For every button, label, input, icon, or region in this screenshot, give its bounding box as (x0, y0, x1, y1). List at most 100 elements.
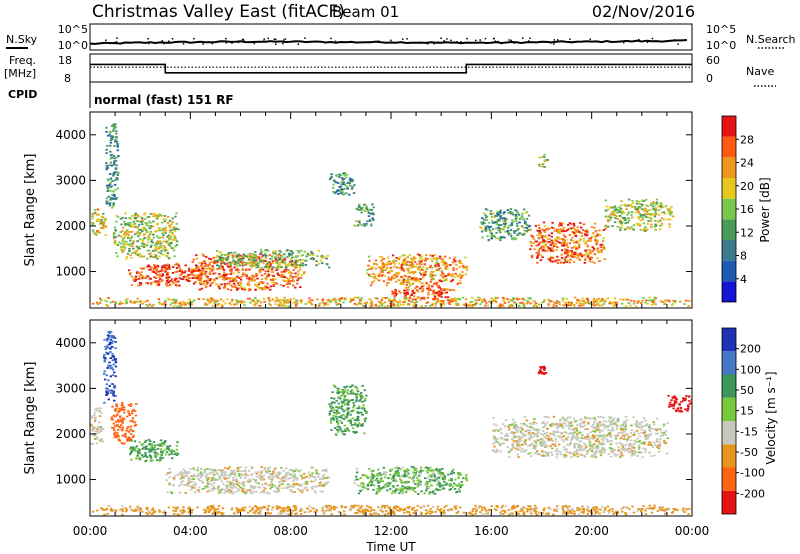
power-cell (670, 206, 673, 208)
power-cell (394, 294, 397, 297)
velocity-cell (104, 348, 107, 351)
velocity-cell (159, 439, 163, 442)
power-cell (552, 303, 556, 306)
velocity-cell (205, 473, 209, 476)
power-cell (365, 223, 368, 225)
power-cell (510, 222, 514, 224)
power-cell (443, 255, 447, 258)
power-cell (193, 269, 196, 272)
power-cell (174, 228, 177, 230)
power-cell (131, 226, 135, 228)
power-cell (650, 299, 653, 302)
velocity-cell (187, 482, 190, 485)
power-cell (289, 274, 292, 277)
power-cell (355, 304, 359, 306)
power-cell (156, 257, 159, 260)
power-cell (162, 230, 166, 233)
power-cell (113, 157, 116, 160)
power-cell (379, 301, 382, 304)
power-cell (419, 263, 422, 265)
power-cell (176, 270, 179, 273)
power-cell (187, 274, 190, 276)
power-cell (618, 215, 621, 217)
power-cell (334, 300, 337, 303)
velocity-cell (291, 474, 294, 477)
power-cell (231, 254, 234, 257)
velocity-cell (377, 481, 380, 484)
power-cell (596, 298, 599, 301)
power-cell (611, 302, 614, 305)
power-cell (138, 256, 141, 258)
velocity-cell (453, 482, 456, 485)
power-cell (108, 130, 112, 133)
power-cell (499, 305, 502, 308)
power-cell (595, 249, 599, 252)
velocity-cell (240, 473, 244, 476)
velocity-cell (279, 478, 282, 481)
power-cell (437, 263, 440, 265)
power-cell (190, 268, 194, 271)
power-cell (369, 298, 373, 301)
beam-label: Beam 01 (332, 3, 399, 21)
power-cell (151, 250, 155, 252)
power-cell (227, 266, 231, 269)
power-cell (408, 261, 411, 263)
velocity-cell (165, 451, 169, 453)
velocity-cell (323, 477, 326, 479)
power-cell (262, 254, 265, 257)
power-cell (411, 291, 415, 293)
power-cell (542, 221, 546, 224)
power-cell (136, 272, 139, 274)
power-cell (340, 297, 343, 299)
power-cell (648, 209, 652, 211)
power-cell (353, 303, 357, 305)
power-cell (608, 302, 611, 305)
noise-search-point (556, 40, 559, 43)
power-cell (168, 265, 171, 268)
power-cell (95, 301, 99, 304)
power-cell (296, 249, 299, 252)
power-cell (592, 299, 596, 302)
velocity-cell (112, 427, 115, 429)
velocity-cell (124, 435, 127, 438)
power-cell (635, 200, 639, 202)
velocity-cell (133, 424, 137, 427)
power-cell (543, 240, 546, 242)
power-cell (615, 302, 618, 305)
velocity-cell (93, 434, 96, 437)
power-cell (399, 283, 402, 285)
power-cell (166, 263, 169, 266)
power-cell (599, 300, 602, 303)
power-cell (206, 275, 209, 278)
power-cell (229, 289, 233, 291)
power-cell (166, 255, 169, 258)
power-cell (651, 299, 655, 302)
power-cell (510, 224, 514, 226)
power-cell (393, 297, 396, 300)
power-cell (679, 300, 682, 303)
power-cell (230, 271, 233, 273)
velocity-cell (96, 425, 100, 428)
power-cell (220, 267, 223, 270)
power-cell (602, 247, 605, 250)
velocity-cell (176, 473, 180, 476)
power-cell (158, 275, 162, 278)
velocity-cell (458, 490, 461, 493)
power-cell (432, 278, 435, 281)
power-cell (229, 265, 232, 268)
power-cell (245, 275, 248, 277)
power-cell (546, 249, 549, 252)
power-cell (584, 258, 587, 261)
power-cell (499, 215, 502, 218)
power-cell (559, 261, 563, 264)
power-cell (495, 215, 499, 218)
power-cell (108, 202, 111, 205)
velocity-feature-4 (165, 466, 330, 495)
power-cell (411, 298, 415, 301)
velocity-cell (114, 431, 117, 434)
power-cell (385, 296, 389, 299)
power-cell (488, 221, 491, 224)
power-cell (639, 219, 642, 222)
power-cell (136, 220, 139, 222)
power-cell (491, 212, 495, 215)
